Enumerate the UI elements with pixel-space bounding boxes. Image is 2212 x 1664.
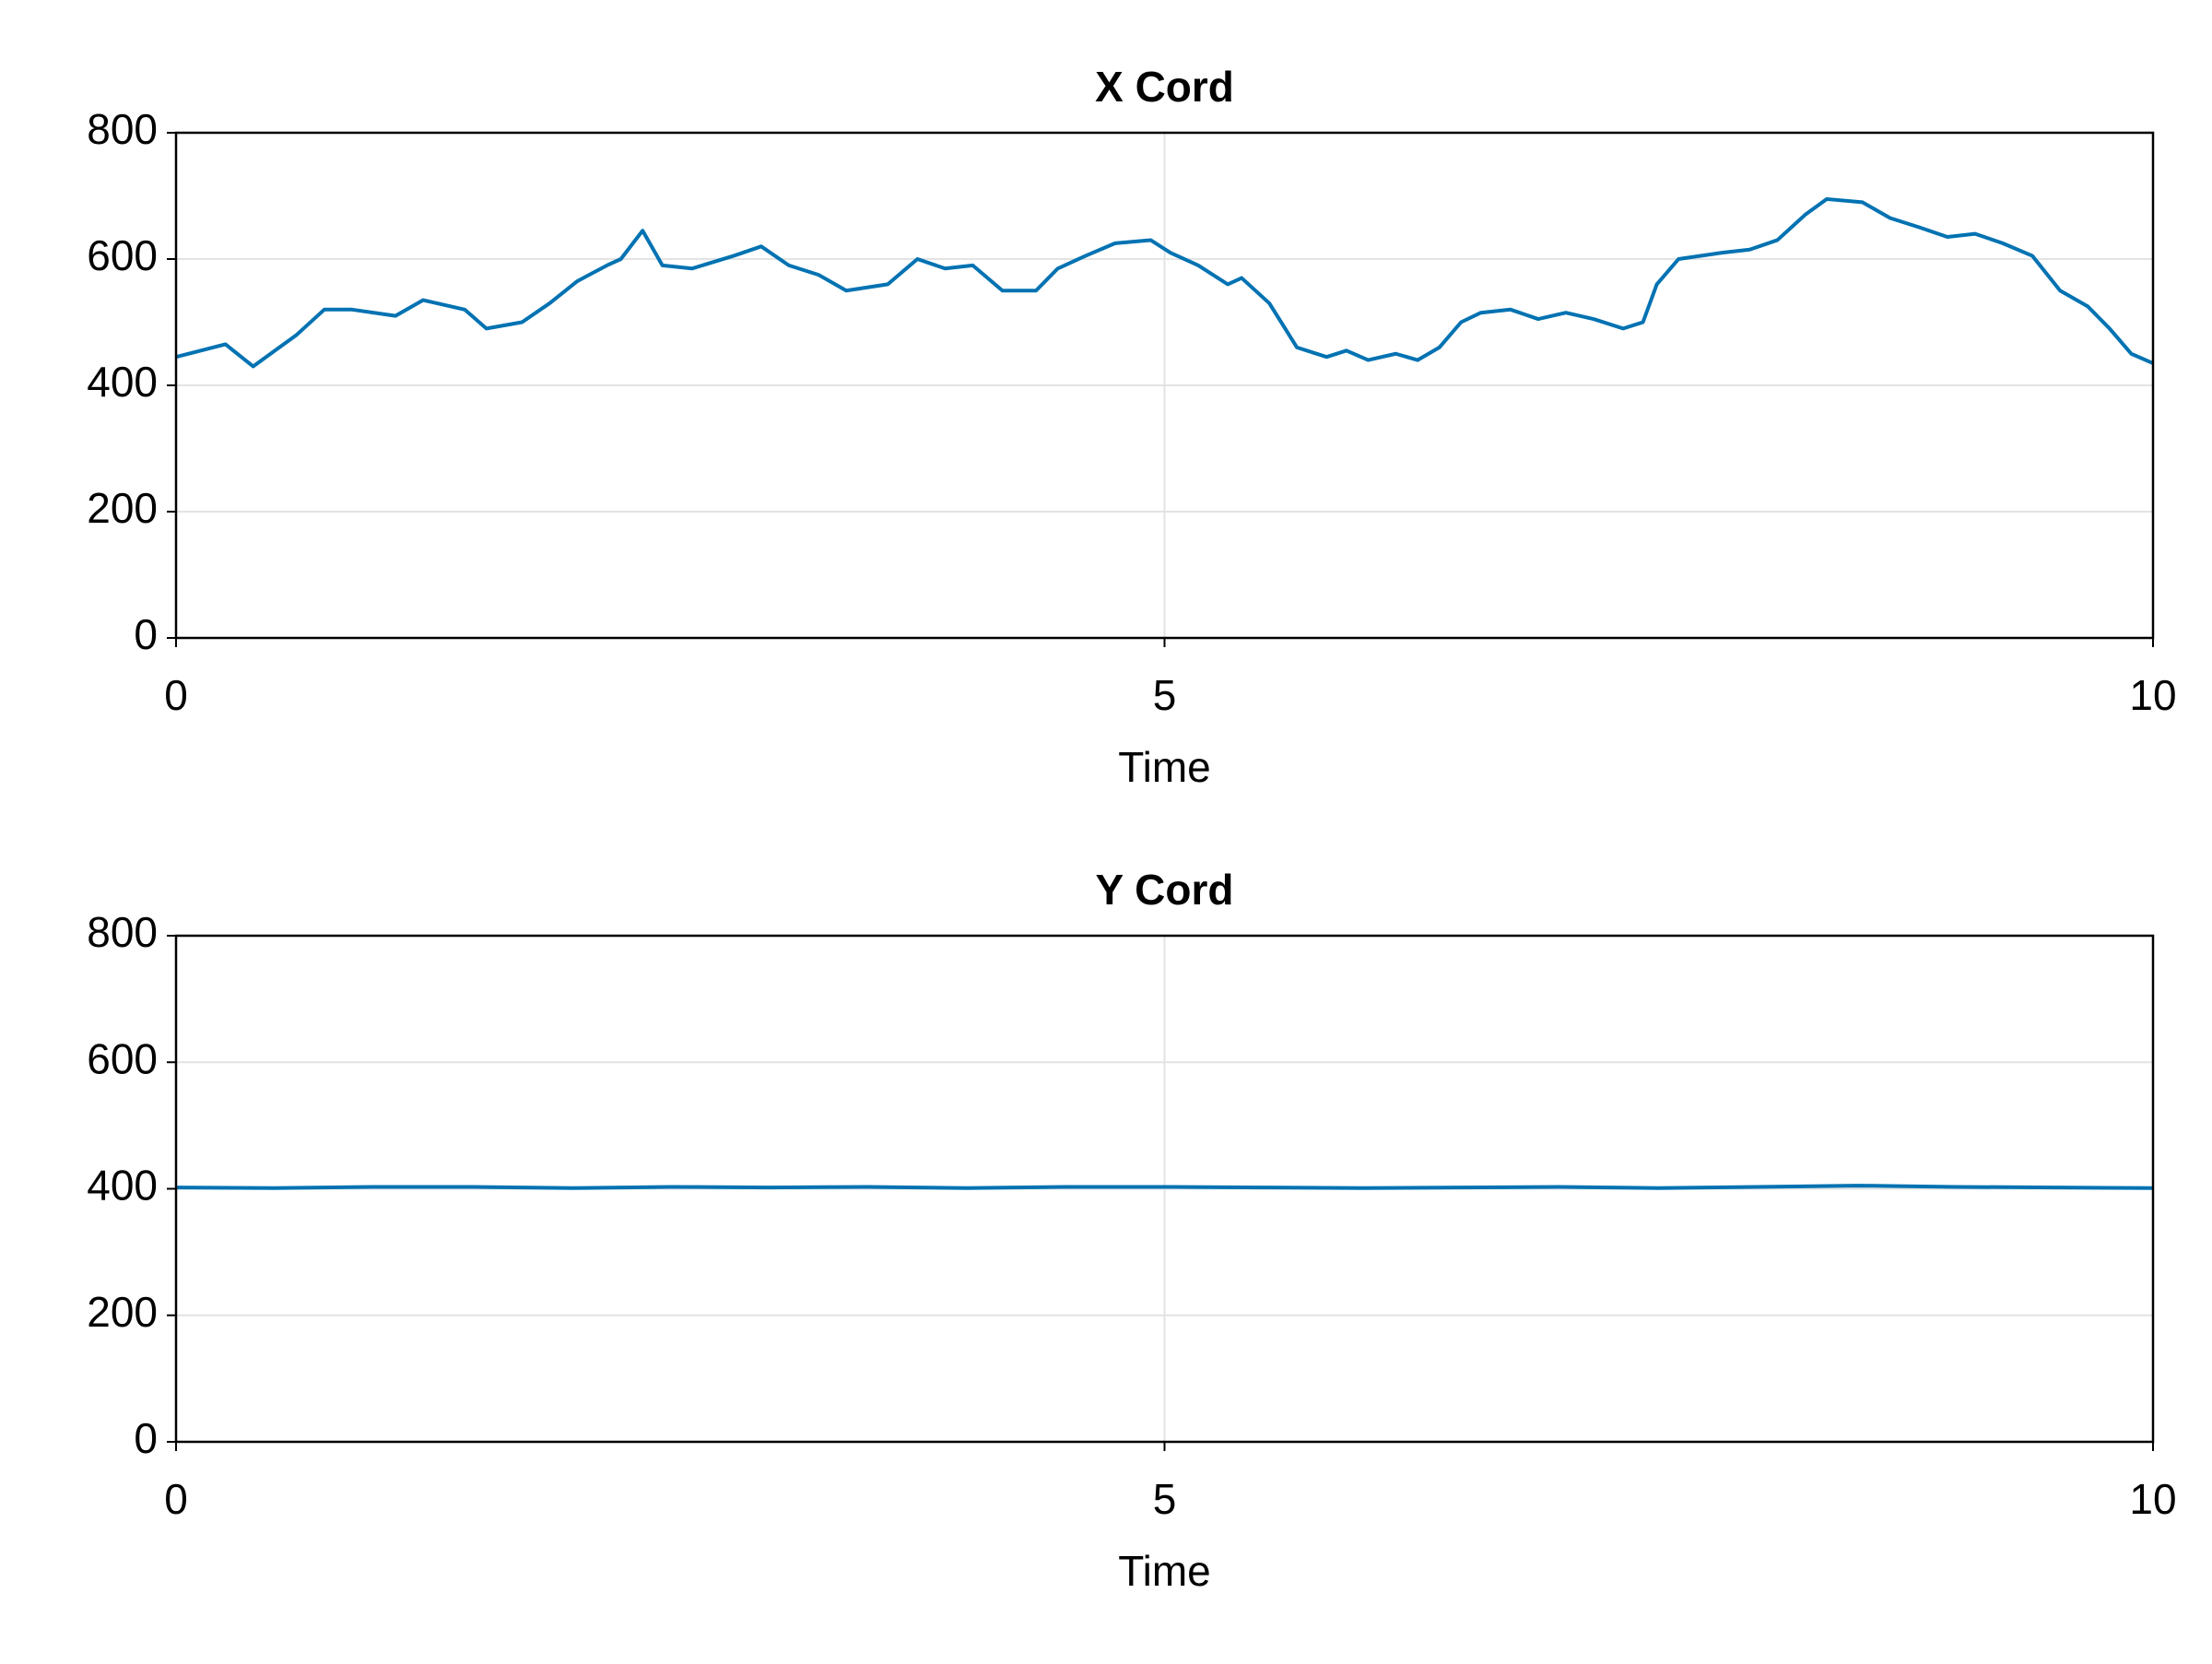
y-tick-label: 600 <box>87 1034 158 1082</box>
x-tick-label: 0 <box>164 1475 188 1523</box>
plot-frame <box>174 131 2155 640</box>
chart-title: Y Cord <box>1096 866 1234 914</box>
y-tick-label: 400 <box>87 1162 158 1210</box>
x-tick-label: 5 <box>1153 671 1177 719</box>
y-tick-label: 0 <box>134 1414 158 1462</box>
x-tick-label: 10 <box>2129 671 2176 719</box>
y-tick-label: 400 <box>87 358 158 406</box>
x-tick-label: 5 <box>1153 1475 1177 1523</box>
plot-frame <box>174 934 2155 1444</box>
data-line <box>175 1184 2154 1190</box>
y-tick-label: 600 <box>87 231 158 279</box>
x-tick-label: 0 <box>164 671 188 719</box>
y-tick-label: 0 <box>134 610 158 658</box>
data-line <box>175 196 2154 369</box>
chart-title: X Cord <box>1095 63 1234 111</box>
x-axis-label: Time <box>1118 743 1211 791</box>
x-axis-label: Time <box>1118 1547 1211 1595</box>
y-tick-label: 800 <box>87 908 158 956</box>
x-tick-label: 10 <box>2129 1475 2176 1523</box>
y-tick-label: 800 <box>87 105 158 153</box>
y-tick-label: 200 <box>87 484 158 532</box>
y-tick-label: 200 <box>87 1288 158 1336</box>
